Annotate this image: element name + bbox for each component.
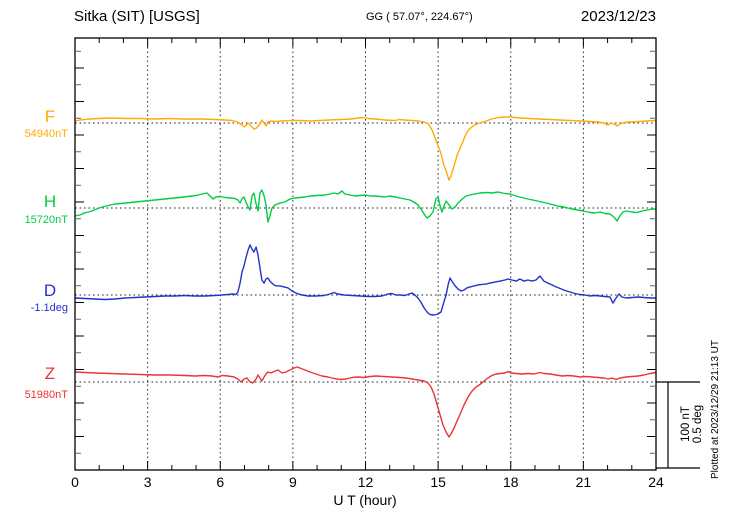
geographic-coords: GG ( 57.07°, 224.67°)	[366, 11, 473, 23]
trace-H	[74, 189, 657, 223]
channel-label-D: D	[43, 281, 57, 300]
plotted-at-note: Plotted at 2023/12/29 21:13 UT	[710, 340, 721, 479]
x-tick-label-3: 3	[143, 474, 152, 490]
trace-F	[74, 116, 657, 181]
channel-baseline-value-H: 15720nT	[24, 214, 68, 226]
channel-baseline-value-Z: 51980nT	[24, 389, 68, 401]
channel-baseline-value-F: 54940nT	[24, 128, 68, 140]
x-tick-label-15: 15	[430, 474, 446, 490]
x-tick-label-6: 6	[216, 474, 225, 490]
x-tick-label-9: 9	[288, 474, 297, 490]
x-tick-label-21: 21	[575, 474, 592, 490]
x-tick-label-24: 24	[648, 474, 664, 490]
trace-D	[74, 244, 657, 316]
channel-baseline-value-D: -1.1deg	[30, 302, 68, 314]
page-title: Sitka (SIT) [USGS]	[74, 8, 200, 25]
x-tick-label-0: 0	[71, 474, 79, 490]
channel-label-F: F	[44, 107, 56, 126]
trace-Z	[74, 366, 657, 438]
x-tick-label-18: 18	[502, 474, 519, 490]
channel-label-H: H	[43, 192, 57, 211]
scale-bar-label: 100 nT0.5 deg	[680, 405, 704, 443]
channel-label-Z: Z	[44, 364, 56, 383]
plot-date: 2023/12/23	[580, 8, 656, 25]
x-tick-label-12: 12	[357, 474, 374, 490]
x-axis-title: U T (hour)	[333, 492, 397, 508]
